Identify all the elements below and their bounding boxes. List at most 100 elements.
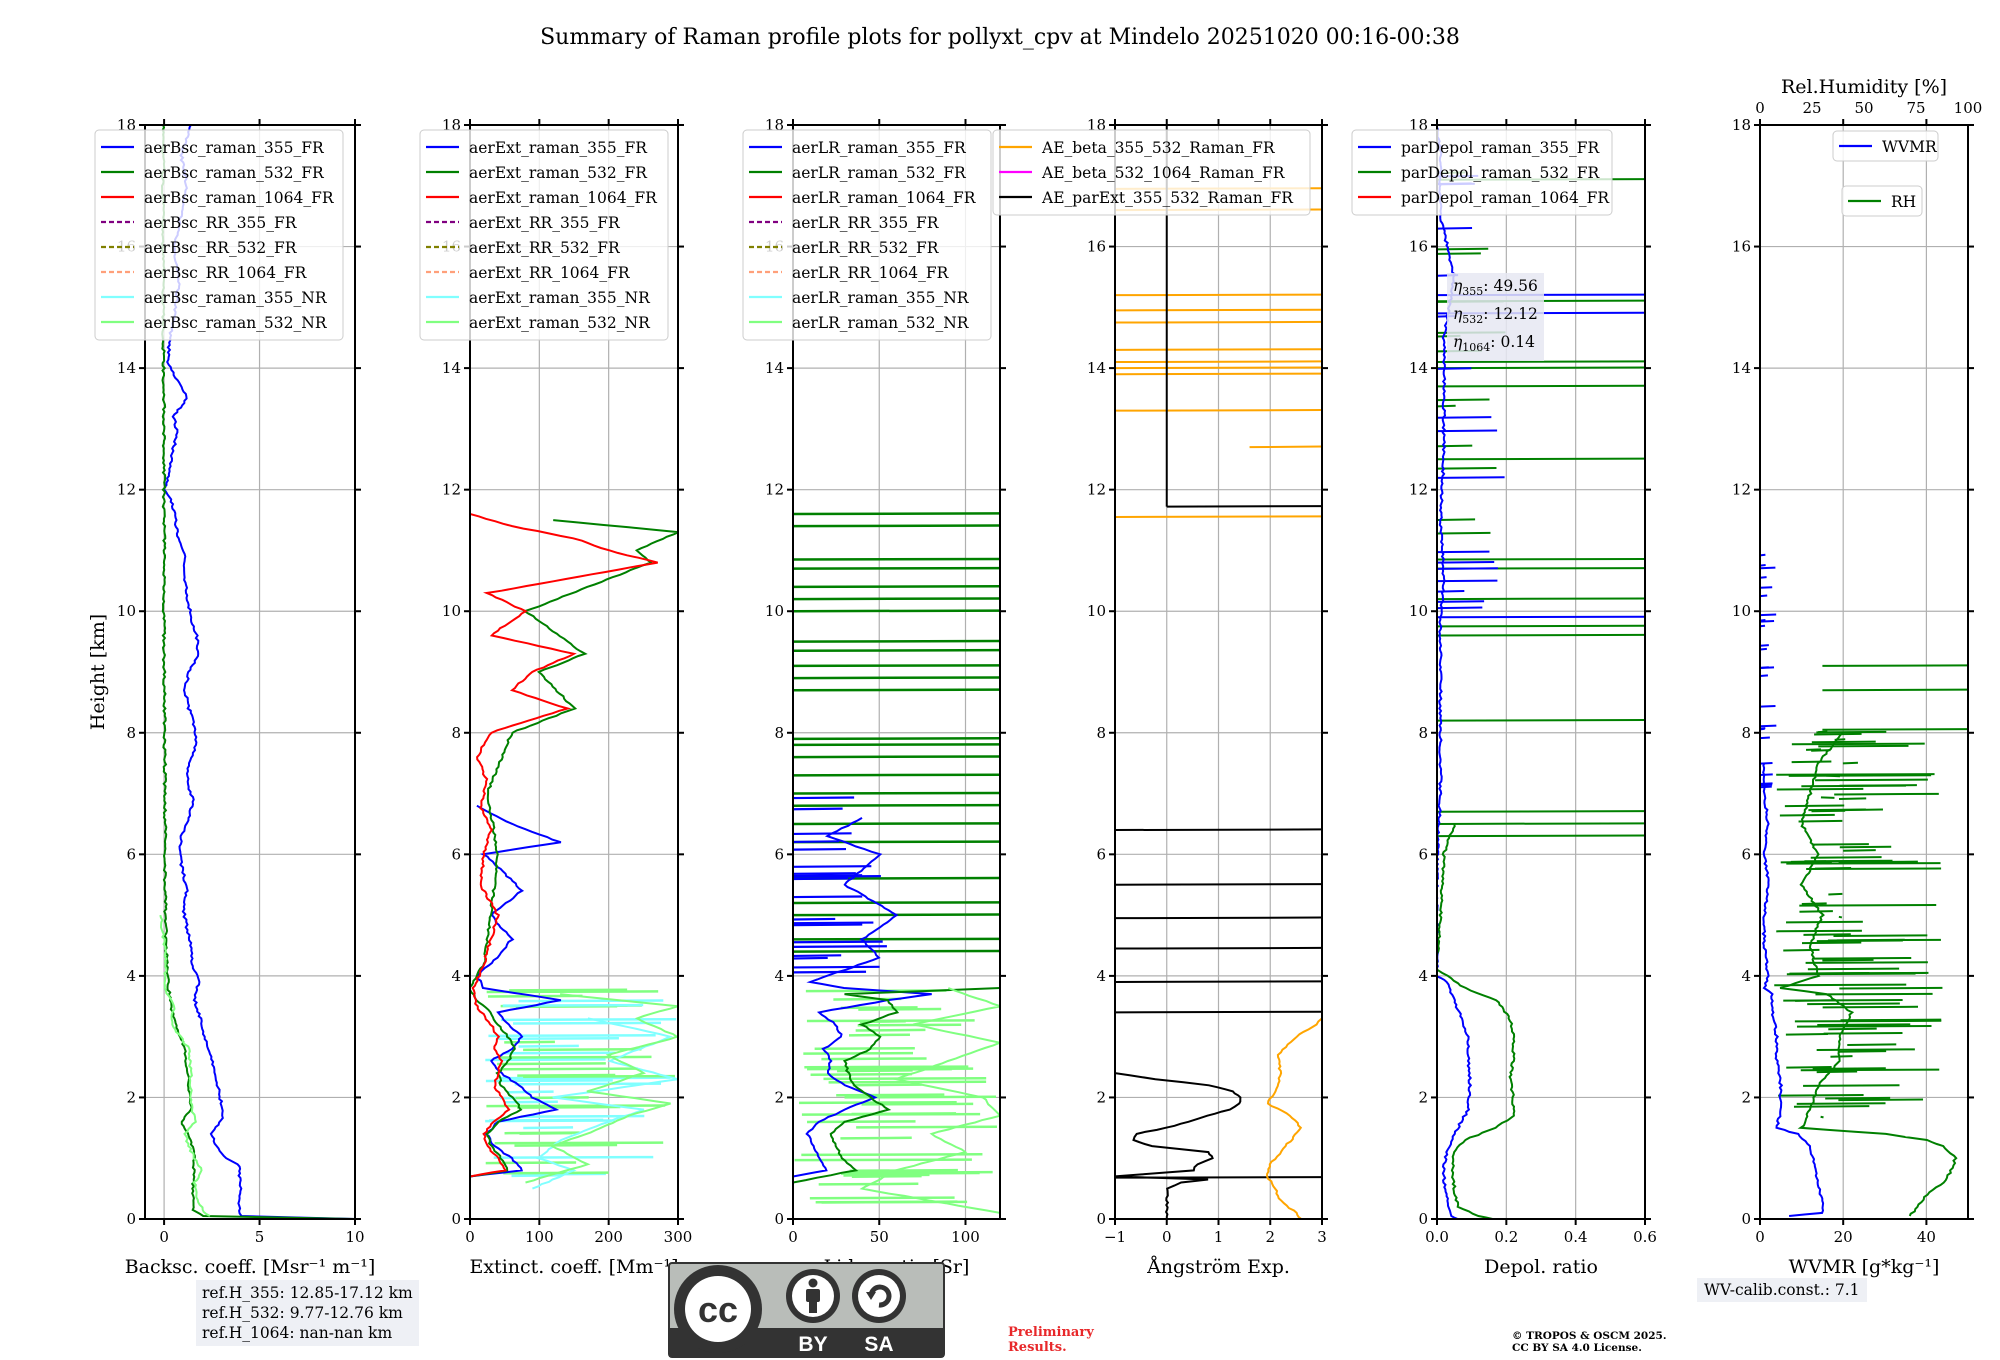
y-tick-label: 12: [1087, 481, 1106, 499]
lr-nr532-spike: [804, 1065, 969, 1069]
by-label: BY: [798, 1333, 827, 1356]
wvmr-spike: [1760, 724, 1777, 728]
depol-532-spike: [1437, 633, 1645, 637]
depol-532-spike: [1437, 810, 1645, 813]
subplot-backscatter: 0510024681012141618Backsc. coeff. [Msr⁻¹…: [94, 116, 376, 1278]
x-tick-label: 0.6: [1633, 1228, 1657, 1246]
y-tick-label: 4: [1096, 967, 1106, 985]
x-tick-label: 300: [664, 1228, 693, 1246]
rh-spike: [1825, 1096, 1891, 1100]
ae-orange-spike: [1115, 293, 1322, 297]
y-tick-label: 2: [126, 1088, 136, 1106]
x-axis-label: Ångström Exp.: [1146, 1256, 1290, 1278]
x-tick-label: 0.4: [1564, 1228, 1588, 1246]
depol-noise-spike: [1437, 567, 1498, 570]
rh-spike: [1776, 787, 1864, 791]
y-tick-label: 2: [774, 1088, 784, 1106]
rh-spike: [1816, 1048, 1915, 1051]
ext-nr-spike: [485, 1058, 606, 1062]
legend-label: aerLR_raman_532_NR: [792, 314, 970, 332]
depol-532-spike: [1437, 597, 1645, 601]
depol-532-spike: [1437, 457, 1645, 461]
y-tick-label: 8: [451, 724, 461, 742]
top-x-tick-label: 50: [1854, 99, 1873, 117]
eta-532: η532: 12.12: [1453, 305, 1538, 327]
lr-532-spike: [793, 597, 1000, 601]
preliminary-line-1: Preliminary: [1008, 1325, 1094, 1340]
x-axis-label: Backsc. coeff. [Msr⁻¹ m⁻¹]: [125, 1256, 376, 1278]
ext-nr-spike: [504, 1040, 555, 1044]
rh-spike: [1783, 999, 1903, 1002]
x-axis-label: WVMR [g*kg⁻¹]: [1789, 1256, 1940, 1278]
depol-532-spike: [1437, 822, 1645, 825]
y-tick-label: 4: [126, 967, 136, 985]
ref-height-1064: ref.H_1064: nan-nan km: [202, 1324, 393, 1342]
rh-spike: [1791, 742, 1925, 746]
lr-nr532-spike: [849, 1168, 958, 1173]
series-aerLR_raman_355_FR: [793, 817, 932, 1178]
lr-nr532-spike: [858, 1007, 942, 1011]
y-tick-label: 14: [1732, 359, 1751, 377]
series-aerExt_raman_532_NR: [525, 993, 678, 1184]
rh-spike: [1779, 813, 1835, 817]
lr-355-spike: [793, 847, 847, 851]
y-tick-label: 16: [1087, 238, 1106, 256]
wvmr-spike: [1760, 644, 1769, 647]
legend: parDepol_raman_355_FR parDepol_raman_532_…: [1351, 129, 1613, 216]
ae-orange-spike: [1115, 308, 1322, 312]
rh-spike: [1807, 967, 1900, 971]
rh-spike: [1818, 730, 1828, 734]
subplot-extinction: 0100200300024681012141618Extinct. coeff.…: [419, 116, 693, 1278]
lr-nr532-spike: [843, 1067, 952, 1072]
wvmr-spike: [1760, 619, 1775, 623]
rh-spike: [1816, 730, 1887, 734]
depol-noise-spike: [1437, 398, 1490, 402]
legend-label: aerBsc_RR_355_FR: [144, 214, 298, 232]
depol-noise-spike: [1437, 518, 1476, 521]
depol-noise-spike: [1437, 589, 1465, 593]
ref-height-532: ref.H_532: 9.77-12.76 km: [202, 1304, 403, 1322]
copyright-line-1: © TROPOS & OSCM 2025.: [1512, 1330, 1667, 1342]
lr-355-spike: [793, 832, 852, 836]
wvmr-spike: [1760, 586, 1773, 589]
lr-nr532-spike: [801, 1153, 983, 1157]
series-aerExt_raman_1064_FR: [470, 513, 658, 1178]
rh-spike: [1806, 748, 1822, 751]
rh-spike: [1800, 1068, 1940, 1072]
legend-label: aerLR_RR_532_FR: [792, 239, 940, 257]
rh-spike: [1823, 1031, 1903, 1035]
y-tick-label: 10: [1087, 602, 1106, 620]
ext-nr-spike: [504, 1131, 580, 1135]
depol-532-spike: [1437, 366, 1645, 370]
depol-noise-spike: [1437, 550, 1490, 554]
x-tick-label: 40: [1917, 1228, 1936, 1246]
rh-spike: [1805, 961, 1928, 964]
preliminary-results-note: Preliminary Results.: [1008, 1325, 1094, 1355]
legend-label: aerBsc_raman_532_NR: [144, 314, 328, 332]
rh-spike: [1834, 792, 1939, 796]
x-tick-label: 200: [594, 1228, 623, 1246]
legend-box: [94, 129, 344, 341]
ext-nr-spike: [517, 1073, 616, 1077]
rh-spike: [1822, 1005, 1919, 1009]
top-x-tick-label: 75: [1906, 99, 1925, 117]
lr-355-spike: [793, 956, 828, 960]
series-aerExt_raman_355_NR: [532, 1017, 678, 1190]
series-parDepol_raman_532_FR: [1437, 823, 1516, 1219]
legend-label: aerLR_raman_355_NR: [792, 289, 970, 307]
depol-noise-spike: [1437, 531, 1491, 535]
rh-spike: [1828, 892, 1843, 896]
rh-spike: [1794, 1019, 1942, 1023]
ext-nr-spike: [523, 1047, 642, 1052]
rh-spike: [1810, 856, 1882, 859]
rh-spike: [1816, 1070, 1858, 1074]
x-tick-label: 0: [465, 1228, 475, 1246]
y-tick-label: 14: [117, 359, 136, 377]
y-tick-label: 4: [451, 967, 461, 985]
cc-by-sa-license-badge: cc BY SA: [668, 1262, 945, 1358]
subplot-lidar_ratio: 050100024681012141618Lidar ratio [Sr]aer…: [742, 116, 1006, 1278]
lr-nr532-spike: [809, 1196, 955, 1200]
